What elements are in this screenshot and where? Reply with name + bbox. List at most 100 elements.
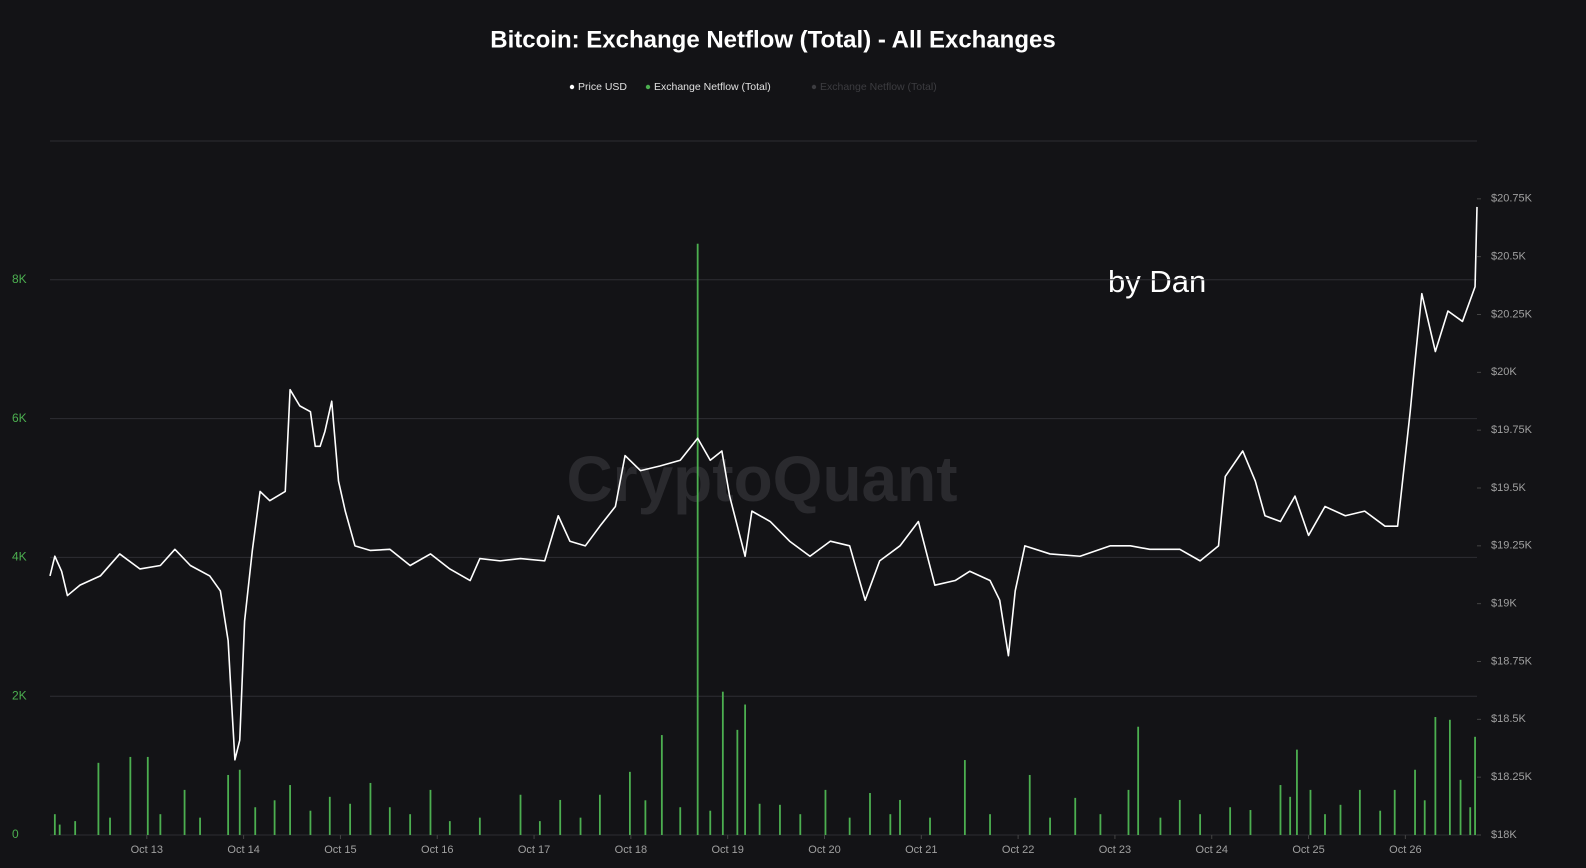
y2-tick-label: $18.75K (1491, 655, 1533, 667)
netflow-bar (559, 799, 562, 835)
netflow-bar (183, 789, 186, 835)
y2-tick-label: $20.25K (1491, 308, 1533, 320)
netflow-bar (1414, 769, 1416, 835)
netflow-bar (328, 796, 331, 835)
netflow-bar (721, 691, 724, 835)
netflow-bar (1459, 779, 1462, 835)
y2-tick-label: $19.75K (1491, 424, 1533, 436)
legend-label[interactable]: Exchange Netflow (Total) (654, 81, 771, 93)
netflow-bar (227, 774, 230, 835)
netflow-bar (1028, 774, 1031, 835)
netflow-bar (824, 789, 827, 835)
netflow-bar (989, 814, 991, 835)
netflow-bar (1279, 785, 1282, 835)
x-tick-label: Oct 26 (1389, 844, 1421, 856)
netflow-bar (1474, 736, 1476, 835)
y2-tick-label: $20K (1491, 366, 1517, 378)
netflow-bar (1229, 807, 1232, 835)
netflow-bar (744, 704, 747, 835)
netflow-bar (129, 756, 132, 835)
netflow-bar (1379, 810, 1382, 835)
netflow-bar (429, 789, 432, 835)
netflow-bar (448, 821, 451, 835)
netflow-bar (696, 243, 699, 835)
netflow-bar (1339, 804, 1342, 835)
netflow-bar (758, 803, 761, 835)
netflow-bar (963, 760, 966, 835)
netflow-bar (53, 814, 56, 835)
netflow-bar (1309, 789, 1312, 835)
netflow-bar (1127, 789, 1130, 835)
netflow-bar (779, 804, 781, 835)
legend-marker (569, 84, 575, 90)
netflow-bar (1393, 789, 1396, 835)
netflow-bar (1448, 719, 1451, 835)
netflow-bar (1469, 807, 1472, 835)
netflow-bar (109, 817, 111, 835)
y2-tick-label: $20.75K (1491, 193, 1533, 205)
netflow-bar (1159, 817, 1162, 835)
x-tick-label: Oct 18 (615, 844, 647, 856)
netflow-bar (159, 814, 162, 835)
y2-tick-label: $19.25K (1491, 540, 1533, 552)
netflow-bar (869, 793, 871, 835)
y-tick-label: 0 (12, 827, 19, 841)
netflow-bar (799, 814, 802, 835)
netflow-bar (254, 807, 257, 835)
netflow-bar (1296, 749, 1298, 835)
netflow-bar (97, 762, 100, 835)
netflow-bar (736, 729, 739, 835)
netflow-bar (629, 771, 631, 835)
netflow-bar (1423, 800, 1426, 835)
netflow-bar (679, 807, 682, 835)
netflow-bar (478, 817, 481, 835)
netflow-bar (579, 817, 582, 835)
netflow-bar (58, 824, 61, 835)
netflow-bar (538, 821, 541, 835)
netflow-bar (1049, 817, 1051, 835)
netflow-bar (388, 807, 391, 835)
y2-tick-label: $18.25K (1491, 771, 1533, 783)
y2-tick-label: $19.5K (1491, 482, 1527, 494)
annotation: by Dan (1108, 264, 1206, 299)
x-tick-label: Oct 22 (1002, 844, 1034, 856)
netflow-bar (349, 803, 352, 835)
y2-tick-label: $18.5K (1491, 713, 1527, 725)
netflow-bar (899, 799, 901, 835)
x-tick-label: Oct 23 (1099, 844, 1131, 856)
y-tick-label: 8K (12, 272, 27, 286)
netflow-bar (519, 794, 522, 835)
x-tick-label: Oct 15 (324, 844, 356, 856)
x-tick-label: Oct 25 (1292, 844, 1324, 856)
netflow-bar (1358, 789, 1361, 835)
x-tick-label: Oct 13 (131, 844, 163, 856)
netflow-bar (238, 769, 241, 835)
netflow-bar (929, 817, 931, 835)
x-tick-label: Oct 20 (808, 844, 840, 856)
x-tick-label: Oct 16 (421, 844, 453, 856)
netflow-bar (273, 800, 276, 835)
netflow-bar (1289, 796, 1292, 835)
y-tick-label: 6K (12, 411, 27, 425)
legend-label[interactable]: Exchange Netflow (Total) (820, 81, 937, 93)
netflow-bar (1074, 797, 1077, 835)
chart-title: Bitcoin: Exchange Netflow (Total) - All … (490, 26, 1055, 53)
netflow-bar (1099, 814, 1102, 835)
y2-tick-label: $20.5K (1491, 251, 1527, 263)
netflow-bar (848, 817, 851, 835)
y-tick-label: 2K (12, 688, 27, 702)
netflow-bar (644, 800, 647, 835)
x-tick-label: Oct 21 (905, 844, 937, 856)
x-tick-label: Oct 24 (1196, 844, 1228, 856)
netflow-bar (660, 735, 663, 835)
netflow-bar (1434, 717, 1437, 835)
netflow-bar (146, 756, 149, 835)
netflow-bar (598, 794, 601, 835)
x-tick-label: Oct 19 (711, 844, 743, 856)
legend-label[interactable]: Price USD (578, 81, 627, 93)
netflow-bar (1178, 799, 1181, 835)
legend: Price USD Exchange Netflow (Total) Exchang… (569, 81, 937, 93)
x-tick-label: Oct 14 (227, 844, 259, 856)
